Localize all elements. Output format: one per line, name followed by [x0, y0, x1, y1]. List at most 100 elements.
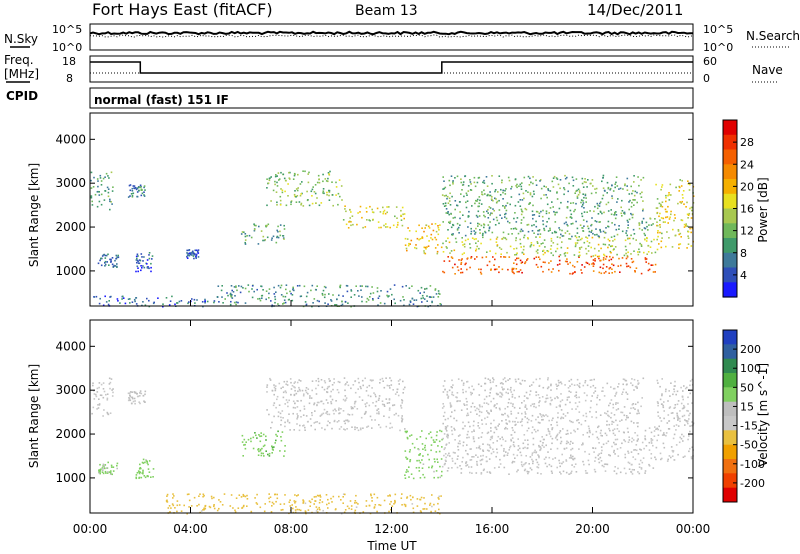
range-gate-cell	[332, 204, 334, 207]
range-gate-cell	[388, 385, 391, 387]
range-gate-cell	[275, 174, 277, 176]
range-gate-cell	[426, 300, 428, 302]
range-gate-cell	[104, 260, 107, 263]
range-gate-cell	[469, 391, 472, 394]
range-gate-cell	[244, 495, 247, 498]
range-gate-cell	[587, 425, 590, 428]
range-gate-cell	[564, 260, 567, 263]
range-gate-cell	[203, 507, 205, 510]
range-gate-cell	[607, 414, 609, 417]
range-gate-cell	[594, 205, 596, 208]
range-gate-cell	[143, 191, 145, 193]
range-gate-cell	[427, 225, 430, 228]
range-gate-cell	[326, 194, 328, 196]
range-gate-cell	[90, 171, 93, 174]
range-gate-cell	[447, 454, 449, 457]
range-gate-cell	[107, 195, 110, 198]
range-gate-cell	[358, 396, 361, 398]
range-gate-cell	[144, 390, 147, 393]
range-gate-cell	[601, 464, 604, 467]
range-gate-cell	[111, 190, 114, 192]
range-gate-cell	[484, 382, 487, 385]
range-gate-cell	[424, 444, 426, 447]
range-gate-cell	[376, 510, 378, 513]
range-gate-cell	[534, 449, 536, 452]
range-gate-cell	[221, 504, 224, 506]
range-gate-cell	[286, 380, 288, 383]
range-gate-cell	[500, 188, 502, 191]
range-gate-cell	[551, 428, 553, 431]
range-gate-cell	[350, 221, 352, 223]
range-gate-cell	[681, 219, 684, 222]
range-gate-cell	[202, 509, 204, 511]
range-gate-cell	[529, 202, 531, 204]
range-gate-cell	[365, 301, 368, 303]
range-gate-cell	[569, 261, 571, 264]
range-gate-cell	[344, 205, 346, 207]
range-gate-cell	[548, 268, 550, 271]
range-gate-cell	[596, 255, 599, 258]
range-gate-cell	[644, 227, 647, 230]
range-gate-cell	[496, 268, 498, 270]
range-gate-cell	[626, 185, 628, 187]
range-gate-cell	[96, 191, 99, 193]
colorbar-segment	[723, 120, 737, 136]
range-gate-cell	[109, 473, 112, 475]
range-gate-cell	[328, 413, 331, 416]
range-gate-cell	[473, 420, 475, 423]
range-gate-cell	[186, 257, 189, 259]
range-gate-cell	[603, 272, 606, 274]
range-gate-cell	[594, 456, 597, 459]
range-gate-cell	[353, 405, 356, 408]
x-tick-label: 00:00	[73, 522, 108, 536]
range-gate-cell	[540, 243, 543, 245]
range-gate-cell	[102, 469, 104, 472]
range-gate-cell	[654, 426, 656, 428]
range-gate-cell	[403, 217, 405, 220]
range-gate-cell	[690, 245, 693, 247]
range-gate-cell	[423, 497, 425, 499]
range-gate-cell	[276, 395, 279, 398]
range-gate-cell	[334, 304, 336, 306]
range-gate-cell	[286, 292, 288, 295]
range-gate-cell	[557, 183, 560, 186]
range-gate-cell	[104, 257, 107, 259]
range-gate-cell	[456, 229, 459, 231]
range-gate-cell	[560, 416, 563, 419]
range-gate-cell	[565, 460, 568, 462]
range-gate-cell	[292, 178, 295, 180]
range-gate-cell	[686, 213, 689, 216]
range-gate-cell	[394, 215, 396, 218]
range-gate-cell	[592, 262, 595, 264]
range-gate-cell	[170, 507, 172, 509]
range-gate-cell	[456, 400, 458, 403]
range-gate-cell	[578, 385, 580, 387]
range-gate-cell	[526, 258, 529, 260]
range-gate-cell	[203, 494, 205, 497]
range-gate-cell	[350, 505, 353, 507]
range-gate-cell	[512, 429, 514, 432]
range-gate-cell	[623, 213, 626, 215]
range-gate-cell	[401, 402, 403, 404]
freq-label-2: [MHz]	[4, 67, 39, 81]
range-gate-cell	[204, 504, 207, 507]
range-gate-cell	[116, 263, 118, 265]
range-gate-cell	[451, 467, 453, 469]
range-gate-cell	[294, 190, 296, 192]
range-gate-cell	[634, 458, 637, 461]
range-gate-cell	[561, 229, 563, 232]
range-gate-cell	[373, 392, 375, 394]
range-gate-cell	[688, 418, 690, 420]
range-gate-cell	[582, 442, 584, 445]
range-gate-cell	[659, 231, 661, 234]
range-gate-cell	[426, 508, 428, 510]
noise-search-line	[89, 34, 694, 38]
range-gate-cell	[135, 255, 138, 258]
range-gate-cell	[369, 292, 372, 295]
range-gate-cell	[519, 242, 522, 245]
scatter-region	[266, 377, 406, 432]
range-gate-cell	[304, 426, 306, 429]
range-gate-cell	[582, 204, 584, 206]
range-gate-cell	[110, 466, 113, 468]
